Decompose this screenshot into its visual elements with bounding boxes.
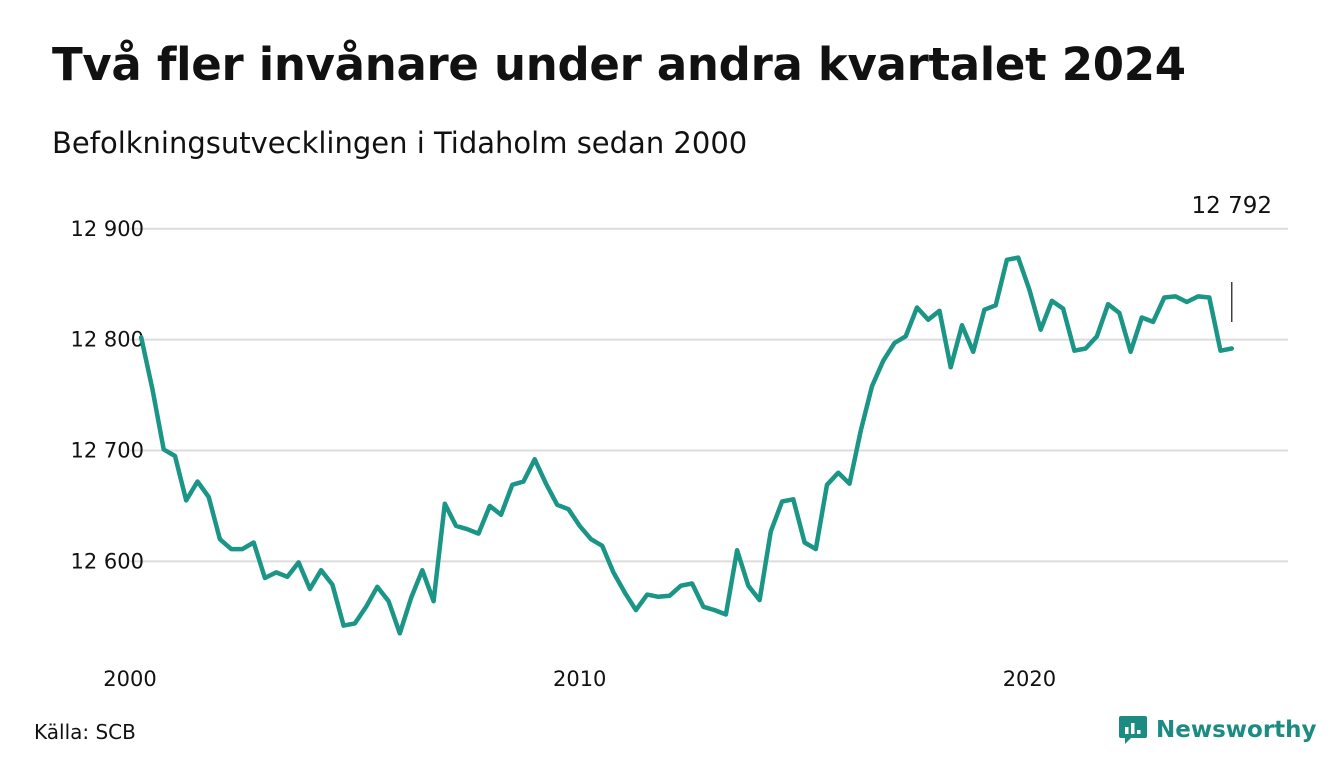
- x-tick-label: 2010: [553, 667, 606, 691]
- series-line-0: [138, 255, 1235, 636]
- chart-subtitle: Befolkningsutvecklingen i Tidaholm sedan…: [52, 126, 748, 160]
- last-value-annotation: 12 792: [1192, 193, 1272, 322]
- y-tick-label: 12 600: [71, 549, 144, 573]
- brand-name: Newsworthy: [1156, 717, 1317, 743]
- x-axis-ticks: 2000 2010 2020: [103, 667, 1056, 691]
- x-tick-label: 2000: [103, 667, 156, 691]
- series-layer: [138, 255, 1235, 636]
- brand-logo: Newsworthy: [1118, 712, 1317, 748]
- line-chart: 12 600 12 700 12 800 12 900 2000 2010 2020 12…: [71, 193, 1288, 691]
- y-tick-label: 12 900: [71, 217, 144, 241]
- source-note: Källa: SCB: [34, 720, 136, 744]
- y-axis-ticks: 12 600 12 700 12 800 12 900: [71, 217, 144, 574]
- chart-title: Två fler invånare under andra kvartalet …: [52, 38, 1186, 91]
- y-tick-label: 12 700: [71, 438, 144, 462]
- x-tick-label: 2020: [1003, 667, 1056, 691]
- grid-lines: [130, 227, 1288, 563]
- y-tick-label: 12 800: [71, 328, 144, 352]
- last-value-label: 12 792: [1192, 193, 1272, 219]
- newsworthy-logo-icon: [1119, 716, 1147, 744]
